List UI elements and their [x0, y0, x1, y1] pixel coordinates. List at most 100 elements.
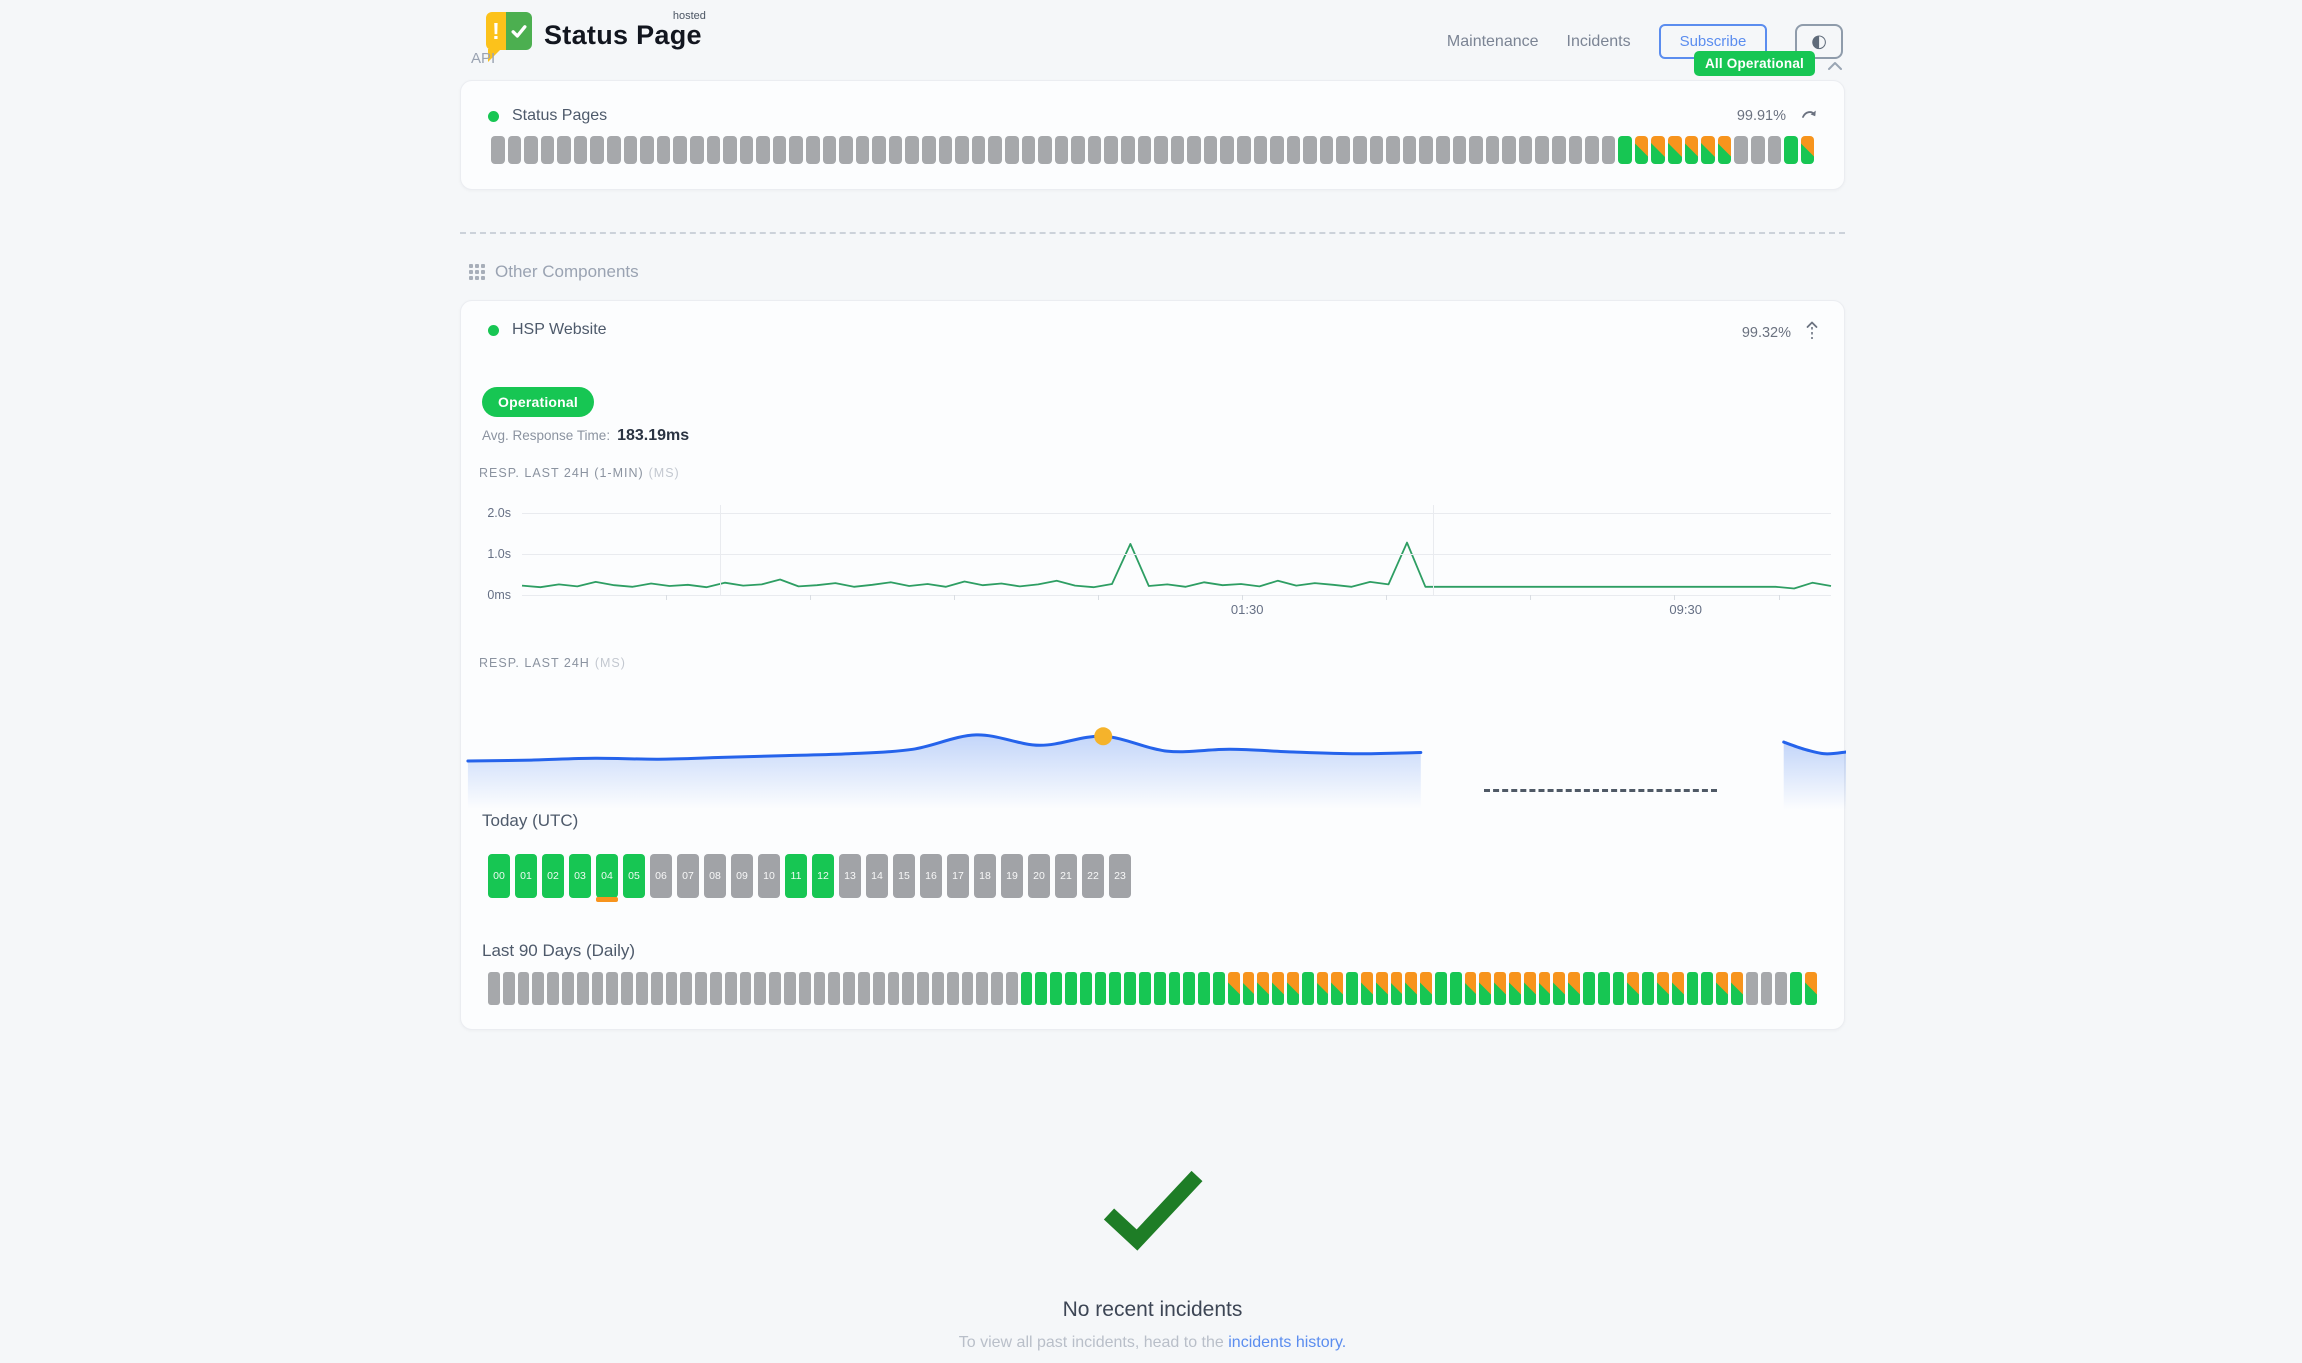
chart1-plot-area[interactable]: 01:30 09:30	[521, 505, 1832, 617]
uptime-bar[interactable]	[1552, 136, 1566, 164]
uptime-bar[interactable]	[1203, 136, 1218, 164]
uptime-bar[interactable]	[1137, 136, 1152, 164]
hour-block[interactable]: 11	[785, 854, 807, 898]
daily-uptime-bar[interactable]	[1139, 972, 1151, 1005]
uptime-bar[interactable]	[557, 136, 571, 164]
hour-block[interactable]: 13	[839, 854, 861, 898]
daily-uptime-bar[interactable]	[1153, 972, 1166, 1005]
uptime-bar[interactable]	[1054, 136, 1069, 164]
uptime-bar[interactable]	[689, 136, 704, 164]
daily-uptime-bar[interactable]	[976, 972, 989, 1005]
uptime-bar[interactable]	[839, 136, 853, 164]
daily-uptime-bar[interactable]	[1730, 972, 1743, 1005]
daily-uptime-bar[interactable]	[1287, 972, 1299, 1005]
hour-block[interactable]: 00	[488, 854, 510, 898]
daily-uptime-bar[interactable]	[576, 972, 589, 1005]
uptime-bar[interactable]	[607, 136, 621, 164]
uptime-bar[interactable]	[822, 136, 837, 164]
daily-uptime-bar[interactable]	[1316, 972, 1329, 1005]
daily-uptime-bar[interactable]	[902, 972, 915, 1005]
uptime-bar[interactable]	[1253, 136, 1268, 164]
uptime-bar[interactable]	[756, 136, 770, 164]
uptime-bar[interactable]	[1336, 136, 1351, 164]
uptime-bar[interactable]	[656, 136, 671, 164]
uptime-bar[interactable]	[1568, 136, 1583, 164]
daily-uptime-bar[interactable]	[828, 972, 841, 1005]
daily-uptime-bar[interactable]	[502, 972, 515, 1005]
response-24h-area-chart[interactable]	[461, 691, 1848, 817]
uptime-bar[interactable]	[524, 136, 538, 164]
daily-uptime-bar[interactable]	[517, 972, 530, 1005]
uptime-bar[interactable]	[590, 136, 605, 164]
uptime-bar[interactable]	[1684, 136, 1699, 164]
uptime-bar[interactable]	[1369, 136, 1384, 164]
daily-uptime-bar[interactable]	[1346, 972, 1359, 1005]
daily-uptime-bar[interactable]	[1716, 972, 1728, 1005]
daily-uptime-bar[interactable]	[1405, 972, 1418, 1005]
daily-uptime-bar[interactable]	[1568, 972, 1580, 1005]
logo[interactable]: ! Status Page hosted	[486, 10, 706, 62]
daily-uptime-bar[interactable]	[1005, 972, 1018, 1005]
uptime-bar[interactable]	[988, 136, 1002, 164]
daily-uptime-bar[interactable]	[1686, 972, 1699, 1005]
uptime-bar[interactable]	[673, 136, 687, 164]
daily-uptime-bar[interactable]	[591, 972, 604, 1005]
daily-uptime-bar[interactable]	[1656, 972, 1669, 1005]
uptime-bar[interactable]	[573, 136, 588, 164]
uptime-bar[interactable]	[922, 136, 936, 164]
uptime-bar[interactable]	[1038, 136, 1052, 164]
uptime-bar[interactable]	[1535, 136, 1549, 164]
daily-uptime-bar[interactable]	[1301, 972, 1314, 1005]
uptime-bar[interactable]	[1717, 136, 1732, 164]
uptime-bar[interactable]	[955, 136, 969, 164]
daily-uptime-bar[interactable]	[561, 972, 574, 1005]
uptime-bar[interactable]	[1402, 136, 1417, 164]
uptime-bar[interactable]	[1419, 136, 1433, 164]
daily-uptime-bar[interactable]	[1745, 972, 1758, 1005]
daily-uptime-bar[interactable]	[1775, 972, 1788, 1005]
daily-uptime-bar[interactable]	[1435, 972, 1447, 1005]
daily-uptime-bar[interactable]	[946, 972, 959, 1005]
uptime-bar[interactable]	[872, 136, 886, 164]
uptime-bar[interactable]	[1270, 136, 1284, 164]
uptime-bar[interactable]	[1087, 136, 1102, 164]
uptime-bar[interactable]	[1701, 136, 1715, 164]
uptime-bar[interactable]	[1767, 136, 1782, 164]
hour-block[interactable]: 17	[947, 854, 969, 898]
uptime-bar[interactable]	[1170, 136, 1185, 164]
uptime-bar[interactable]	[772, 136, 787, 164]
daily-uptime-bar[interactable]	[1094, 972, 1107, 1005]
daily-uptime-bar[interactable]	[1035, 972, 1048, 1005]
uptime-bar[interactable]	[1220, 136, 1235, 164]
daily-uptime-bar[interactable]	[1331, 972, 1344, 1005]
hour-block[interactable]: 03	[569, 854, 591, 898]
hour-block[interactable]: 02	[542, 854, 564, 898]
daily-uptime-bar[interactable]	[754, 972, 767, 1005]
uptime-bar[interactable]	[706, 136, 721, 164]
daily-uptime-bar[interactable]	[1257, 972, 1270, 1005]
daily-uptime-bar[interactable]	[1538, 972, 1551, 1005]
hour-block[interactable]: 14	[866, 854, 888, 898]
uptime-bar[interactable]	[1784, 136, 1798, 164]
daily-uptime-bar[interactable]	[1464, 972, 1477, 1005]
hour-block[interactable]: 16	[920, 854, 942, 898]
daily-uptime-bar[interactable]	[1168, 972, 1181, 1005]
daily-uptime-bar[interactable]	[1760, 972, 1773, 1005]
daily-uptime-bar[interactable]	[857, 972, 870, 1005]
daily-uptime-bar[interactable]	[1050, 972, 1063, 1005]
daily-uptime-bar[interactable]	[961, 972, 974, 1005]
daily-uptime-bar[interactable]	[695, 972, 707, 1005]
daily-uptime-bar[interactable]	[1494, 972, 1506, 1005]
hour-block[interactable]: 23	[1109, 854, 1131, 898]
daily-uptime-bar[interactable]	[1198, 972, 1211, 1005]
daily-uptime-bar[interactable]	[1597, 972, 1610, 1005]
uptime-bar[interactable]	[1120, 136, 1135, 164]
daily-uptime-bar[interactable]	[1479, 972, 1492, 1005]
daily-uptime-bar[interactable]	[1612, 972, 1625, 1005]
uptime-bar[interactable]	[855, 136, 870, 164]
daily-uptime-bar[interactable]	[1642, 972, 1654, 1005]
hour-block[interactable]: 06	[650, 854, 672, 898]
daily-uptime-bar[interactable]	[606, 972, 619, 1005]
uptime-bar[interactable]	[491, 136, 505, 164]
uptime-bar[interactable]	[1469, 136, 1483, 164]
